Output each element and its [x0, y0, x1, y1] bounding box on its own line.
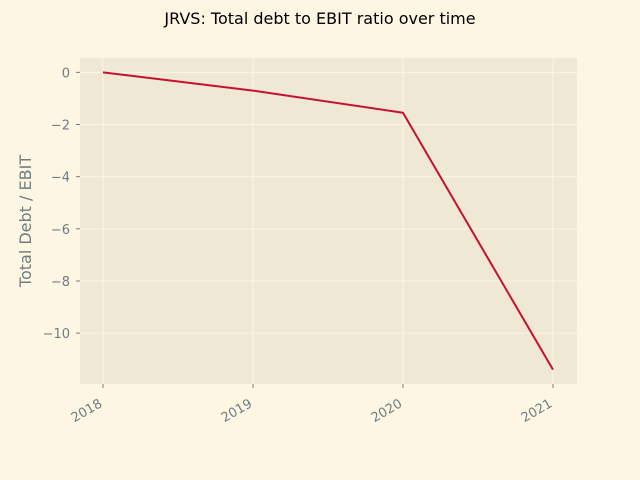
x-tick-label: 2019 — [219, 396, 255, 426]
y-axis-ticks: 0 −2 −4 −6 −8 −10 — [43, 66, 80, 342]
series-line — [102, 71, 554, 371]
chart-title: JRVS: Total debt to EBIT ratio over time — [163, 9, 475, 28]
series-group — [102, 71, 554, 371]
y-tick-label: −4 — [51, 171, 70, 186]
y-tick-label: −10 — [43, 327, 70, 342]
y-tick-label: 0 — [62, 66, 70, 81]
y-tick-label: −2 — [51, 119, 70, 134]
x-tick-label: 2018 — [69, 396, 105, 426]
y-tick-label: −6 — [51, 223, 70, 238]
y-tick-label: −8 — [51, 275, 70, 290]
x-tick-label: 2021 — [519, 396, 555, 426]
y-axis-title: Total Debt / EBIT — [16, 155, 35, 288]
plot-area — [80, 58, 577, 384]
x-axis-ticks: 2018 2019 2020 2021 — [69, 384, 555, 426]
x-tick-label: 2020 — [369, 396, 405, 426]
